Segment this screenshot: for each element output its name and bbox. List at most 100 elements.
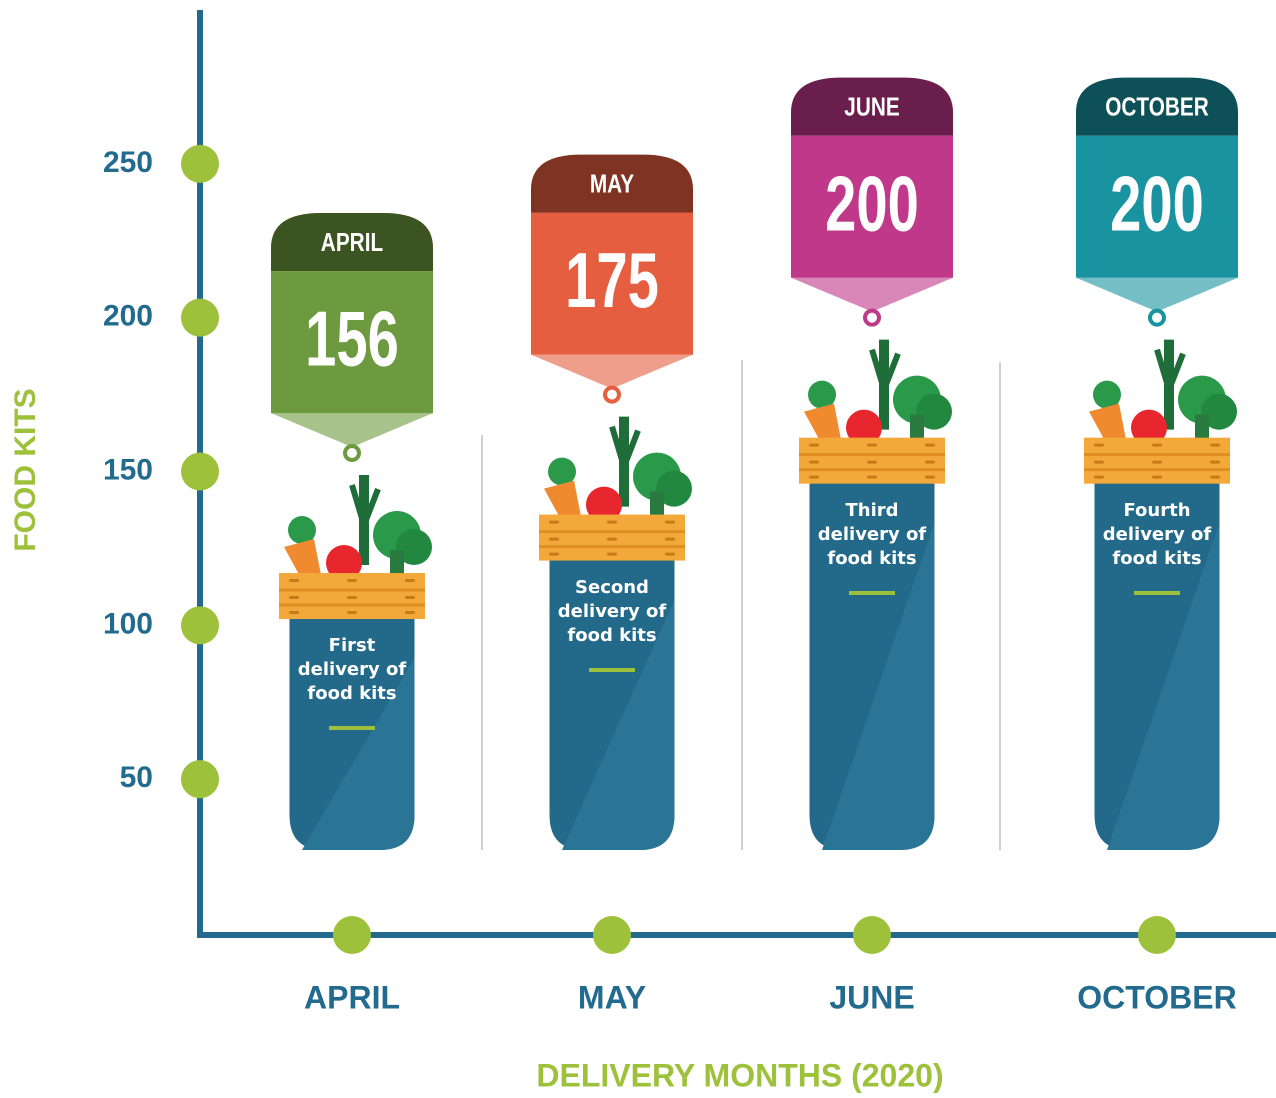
description-wrap: Second delivery of food kits [550, 576, 674, 672]
y-tick-label: 250 [103, 146, 153, 179]
crate-nail [1094, 443, 1104, 447]
crate [799, 437, 945, 484]
crate-nail [665, 520, 675, 524]
crate-nail [925, 460, 935, 464]
tag-pointer-tint [271, 413, 433, 448]
y-tick-dot [181, 452, 219, 491]
crate-nail [405, 596, 415, 600]
tag-pointer [791, 277, 953, 312]
x-axis-title: DELIVERY MONTHS (2020) [536, 1057, 943, 1093]
x-tick-label: MAY [578, 979, 646, 1015]
crate-nail [809, 443, 819, 447]
broccoli-stem [1195, 414, 1209, 440]
crate-nail [1210, 443, 1220, 447]
dash [1134, 590, 1180, 595]
x-tick-label: APRIL [304, 979, 400, 1015]
carrot [544, 480, 582, 522]
crate-nail [1152, 460, 1162, 464]
tag-header [791, 77, 953, 136]
separators [481, 360, 1001, 850]
crate-nail [405, 611, 415, 615]
description: Fourth delivery of food kits [1102, 499, 1212, 569]
jar-shade [1107, 522, 1220, 850]
tag-pointer [531, 354, 693, 389]
carrot-top [548, 457, 576, 486]
crate-nail [1094, 460, 1104, 464]
tag-body [271, 271, 433, 414]
broccoli [396, 529, 432, 566]
broccoli [656, 470, 692, 507]
crate-nail [405, 579, 415, 583]
y-tick-label: 150 [103, 453, 153, 486]
y-tick-dot [181, 606, 219, 645]
crate-nail [549, 552, 559, 556]
apple [846, 409, 882, 446]
tag-pointer [1076, 277, 1238, 312]
crate-nail [665, 537, 675, 541]
crate-nail [809, 475, 819, 479]
leek-leaf [609, 425, 641, 468]
leek-leaf [1154, 348, 1186, 391]
apple [1131, 409, 1167, 446]
crate-nail [549, 537, 559, 541]
crate-nail [289, 579, 299, 583]
carrot-top [808, 380, 836, 409]
tag-month: OCTOBER [1105, 92, 1209, 121]
jar-shade [302, 658, 415, 850]
tag-header [1076, 77, 1238, 136]
x-tick-label: OCTOBER [1077, 979, 1236, 1015]
description: First delivery of food kits [297, 635, 407, 705]
value-label: 200 [1110, 160, 1204, 247]
crate-nail [1094, 475, 1104, 479]
pin [863, 308, 881, 327]
broccoli-stem [910, 414, 924, 440]
description-box: Fourth delivery of food kits [1095, 499, 1219, 595]
description-box: Third delivery of food kits [817, 499, 927, 595]
crate-nail [549, 520, 559, 524]
pin [343, 444, 361, 463]
crate [539, 514, 685, 561]
crate-nail [347, 611, 357, 615]
crate-nail [809, 460, 819, 464]
carrot [284, 539, 322, 581]
tag-header [271, 213, 433, 272]
crate-nail [867, 443, 877, 447]
jar-shade [822, 522, 935, 850]
value-label: 156 [305, 296, 399, 383]
crate-nail [1152, 443, 1162, 447]
description-box: Second delivery of food kits [550, 576, 674, 672]
carrot [1089, 403, 1127, 445]
crate [1084, 437, 1230, 484]
description-wrap: First delivery of food kits [290, 634, 414, 731]
dash [849, 590, 895, 595]
description: Third delivery of food kits [817, 499, 927, 569]
tag-header-shade [531, 154, 693, 213]
dash [329, 726, 375, 731]
crate-nail [289, 611, 299, 615]
crate-nail [925, 443, 935, 447]
crate-nail [347, 596, 357, 600]
y-tick-dot [181, 760, 219, 799]
description-box: First delivery of food kits [290, 634, 414, 731]
broccoli-stem [390, 550, 404, 576]
crate-nail [1152, 475, 1162, 479]
x-tick-label: JUNE [829, 979, 914, 1015]
tag-month: JUNE [844, 92, 899, 121]
crate-nail [1210, 460, 1220, 464]
y-tick-label: 200 [103, 300, 153, 333]
tag-pointer-tint [531, 354, 693, 389]
bar-group: Fourth delivery of food kits OCTOBER 200 [1076, 77, 1238, 850]
crate [279, 573, 425, 620]
y-axis-title: FOOD KITS [9, 388, 42, 551]
carrot-top [1093, 380, 1121, 409]
apple [326, 545, 362, 582]
crate-nail [607, 520, 617, 524]
description-wrap: Fourth delivery of food kits [1095, 499, 1219, 595]
crate-nail [665, 552, 675, 556]
leek-leaf [869, 348, 901, 391]
pin [1148, 308, 1166, 327]
tag-header [531, 154, 693, 213]
crate-nail [607, 552, 617, 556]
apple [586, 486, 622, 523]
x-tick-dot [1138, 916, 1176, 954]
